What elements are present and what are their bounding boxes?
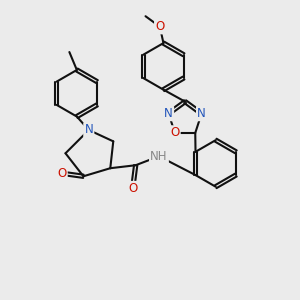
Text: O: O [155,20,164,33]
Text: NH: NH [150,150,168,163]
Text: N: N [197,107,206,120]
Text: N: N [164,107,173,120]
Text: N: N [84,124,93,136]
Text: O: O [128,182,137,195]
Text: O: O [170,127,179,140]
Text: O: O [57,167,67,180]
